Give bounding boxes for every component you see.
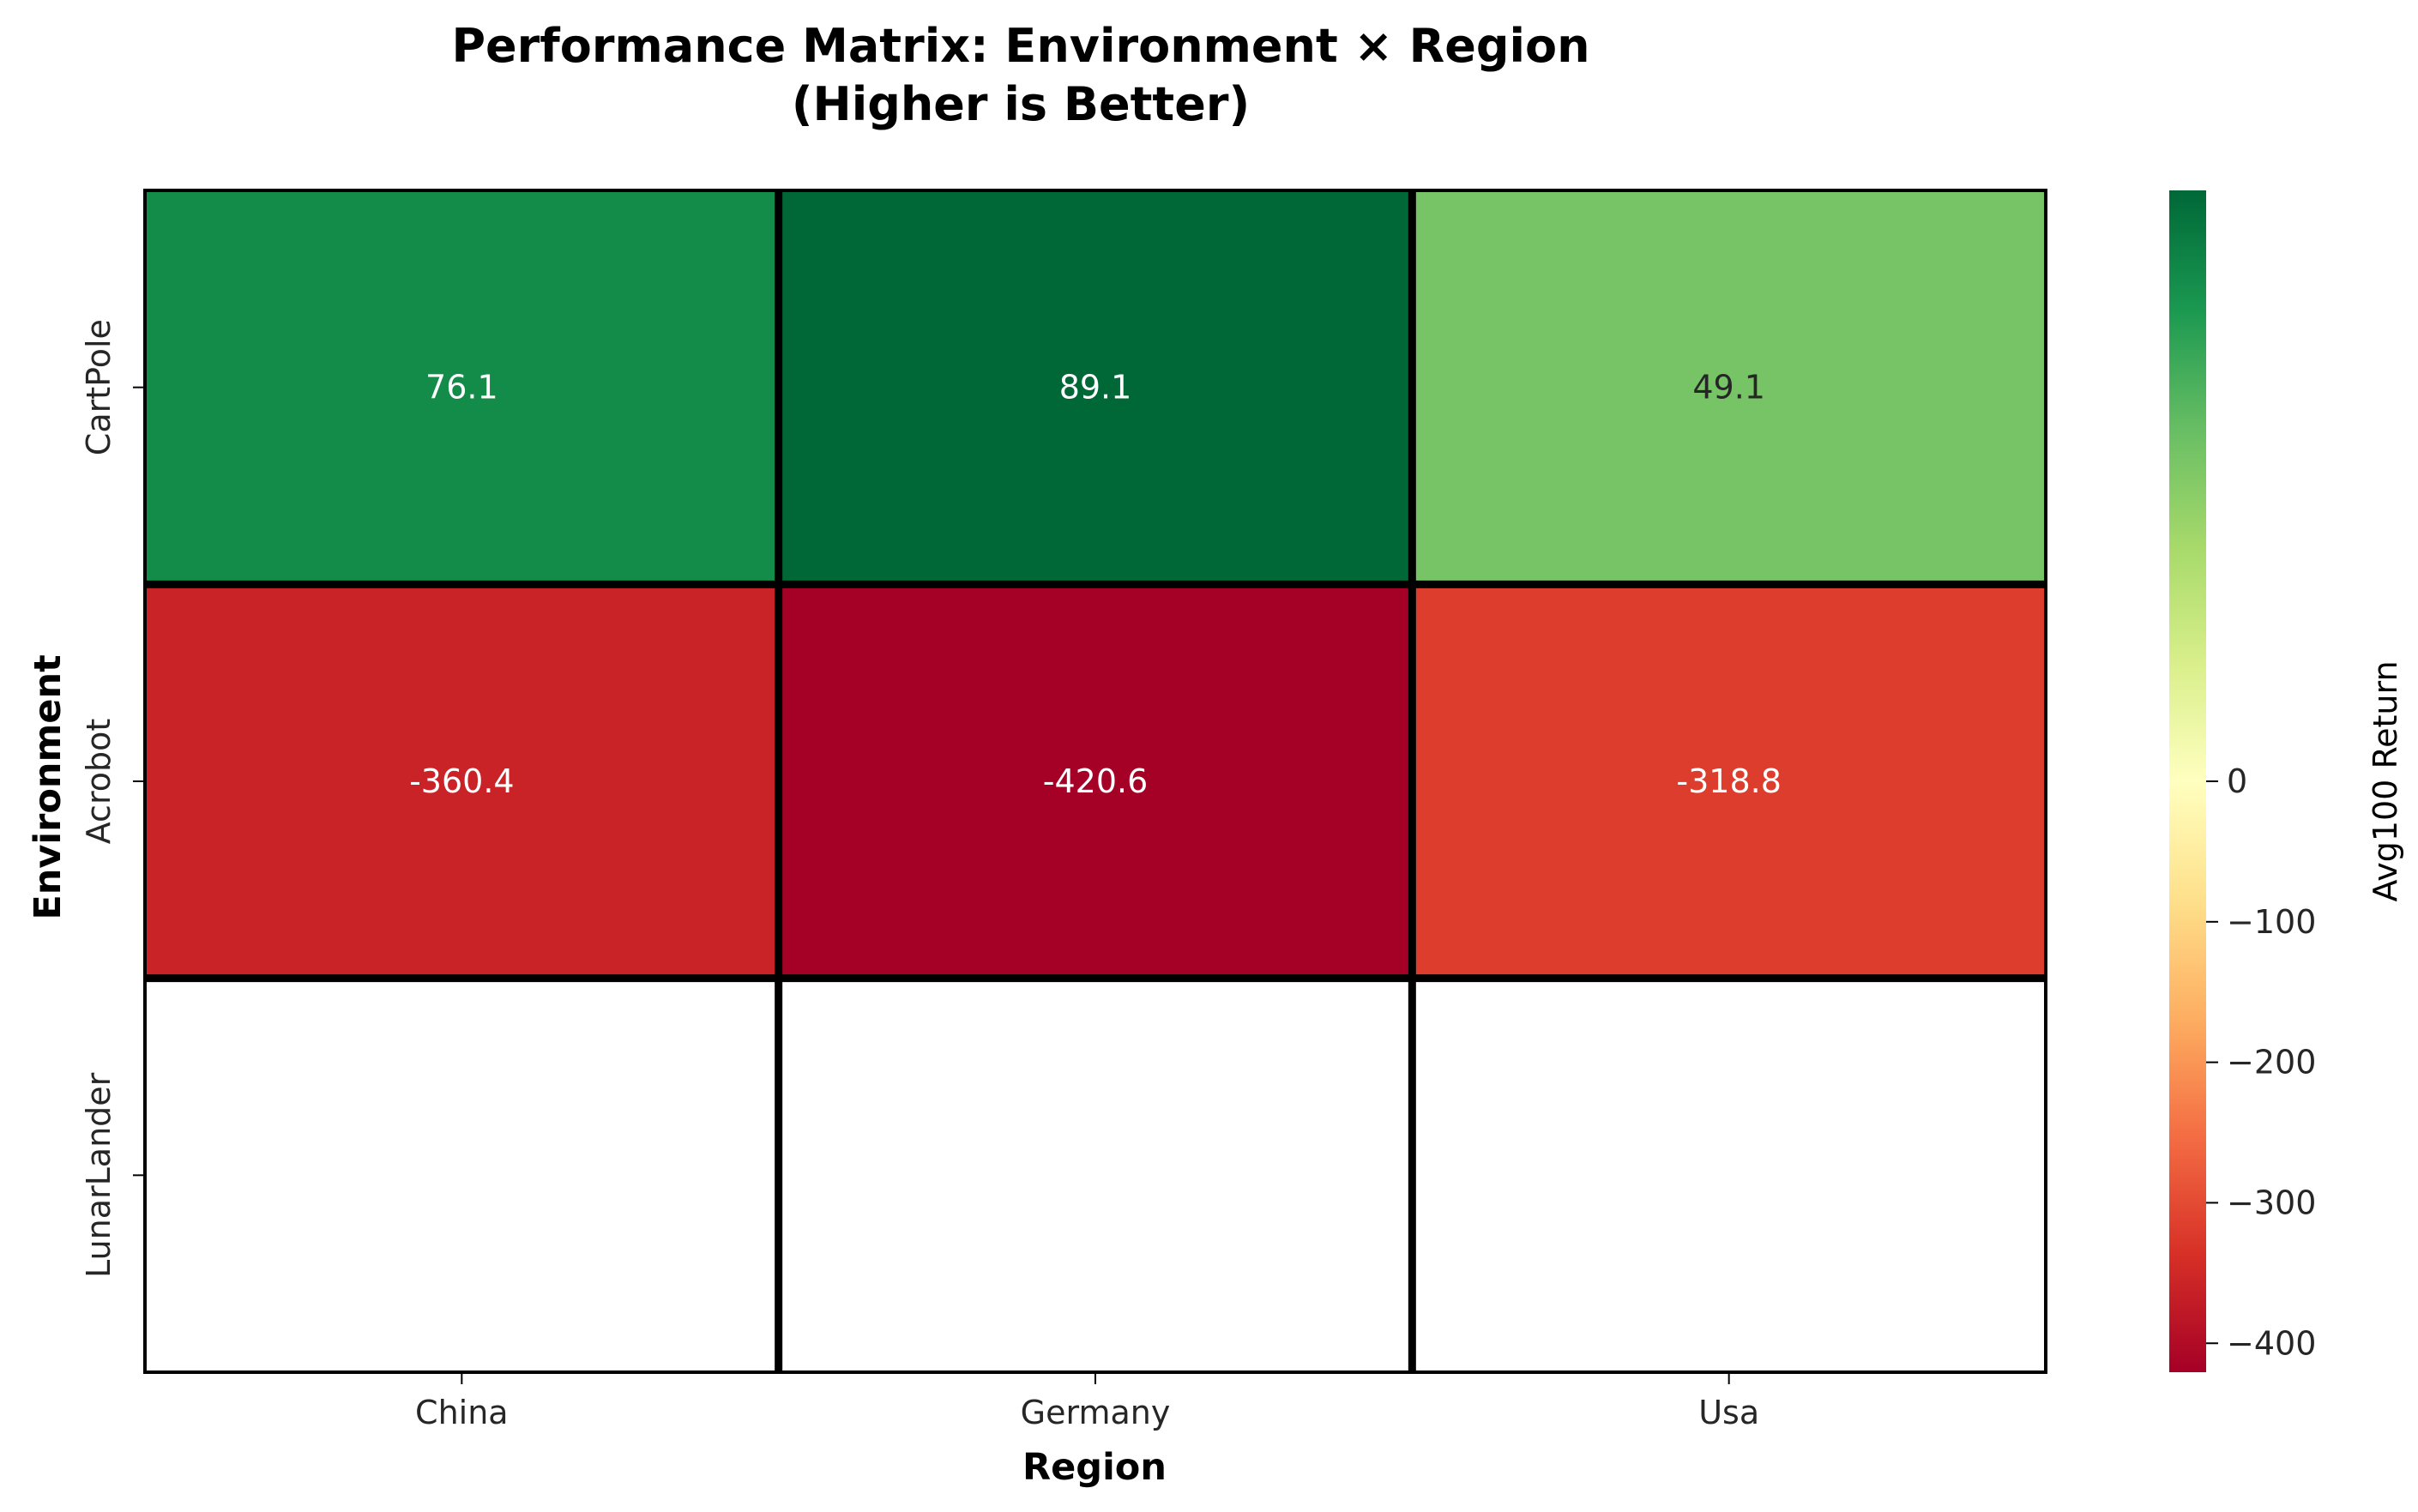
cell-value-label: 49.1 — [1692, 369, 1765, 407]
chart-title-line2: (Higher is Better) — [792, 77, 1250, 131]
heatmap-cell — [778, 584, 1413, 979]
heatmap-cell — [145, 978, 779, 1372]
colorbar: 0 −100 −200 −300 −400 Avg100 Return — [2169, 190, 2404, 1372]
colorbar-tick-label: 0 — [2227, 762, 2247, 800]
x-tick-label: China — [415, 1394, 509, 1431]
heatmap-cell — [1412, 584, 2046, 979]
y-tick-label: Acrobot — [80, 719, 118, 845]
heatmap-cell — [778, 190, 1413, 585]
x-tick-label: Germany — [1021, 1394, 1171, 1431]
colorbar-tick-label: −200 — [2227, 1044, 2316, 1081]
colorbar-ticks: 0 −100 −200 −300 −400 — [2206, 762, 2316, 1362]
cell-value-label: 89.1 — [1059, 369, 1132, 407]
x-axis-label: Region — [1022, 1446, 1167, 1489]
x-tick-label: Usa — [1698, 1394, 1759, 1431]
heatmap-cells — [145, 190, 2046, 1372]
colorbar-label: Avg100 Return — [2367, 660, 2404, 901]
heatmap-cell — [145, 190, 779, 585]
heatmap-cell — [145, 584, 779, 979]
heatmap-cell — [1412, 190, 2046, 585]
y-tick-label: LunarLander — [80, 1072, 118, 1278]
y-axis-label: Environment — [27, 654, 69, 919]
chart-title-line1: Performance Matrix: Environment × Region — [451, 19, 1589, 73]
x-axis-ticks: China Germany Usa — [415, 1372, 1759, 1431]
colorbar-tick-label: −100 — [2227, 903, 2316, 941]
colorbar-gradient — [2169, 190, 2206, 1372]
heatmap-cell-labels: 76.1 89.1 49.1 -360.4 -420.6 -318.8 — [409, 369, 1782, 800]
cell-value-label: -318.8 — [1676, 762, 1782, 800]
heatmap-cell — [1412, 978, 2046, 1372]
cell-value-label: 76.1 — [425, 369, 498, 407]
heatmap-cell — [778, 978, 1413, 1372]
cell-value-label: -360.4 — [409, 762, 515, 800]
cell-value-label: -420.6 — [1043, 762, 1149, 800]
y-tick-label: CartPole — [80, 319, 118, 455]
y-axis-ticks: CartPole Acrobot LunarLander — [80, 319, 145, 1278]
colorbar-tick-label: −400 — [2227, 1324, 2316, 1362]
colorbar-tick-label: −300 — [2227, 1184, 2316, 1221]
